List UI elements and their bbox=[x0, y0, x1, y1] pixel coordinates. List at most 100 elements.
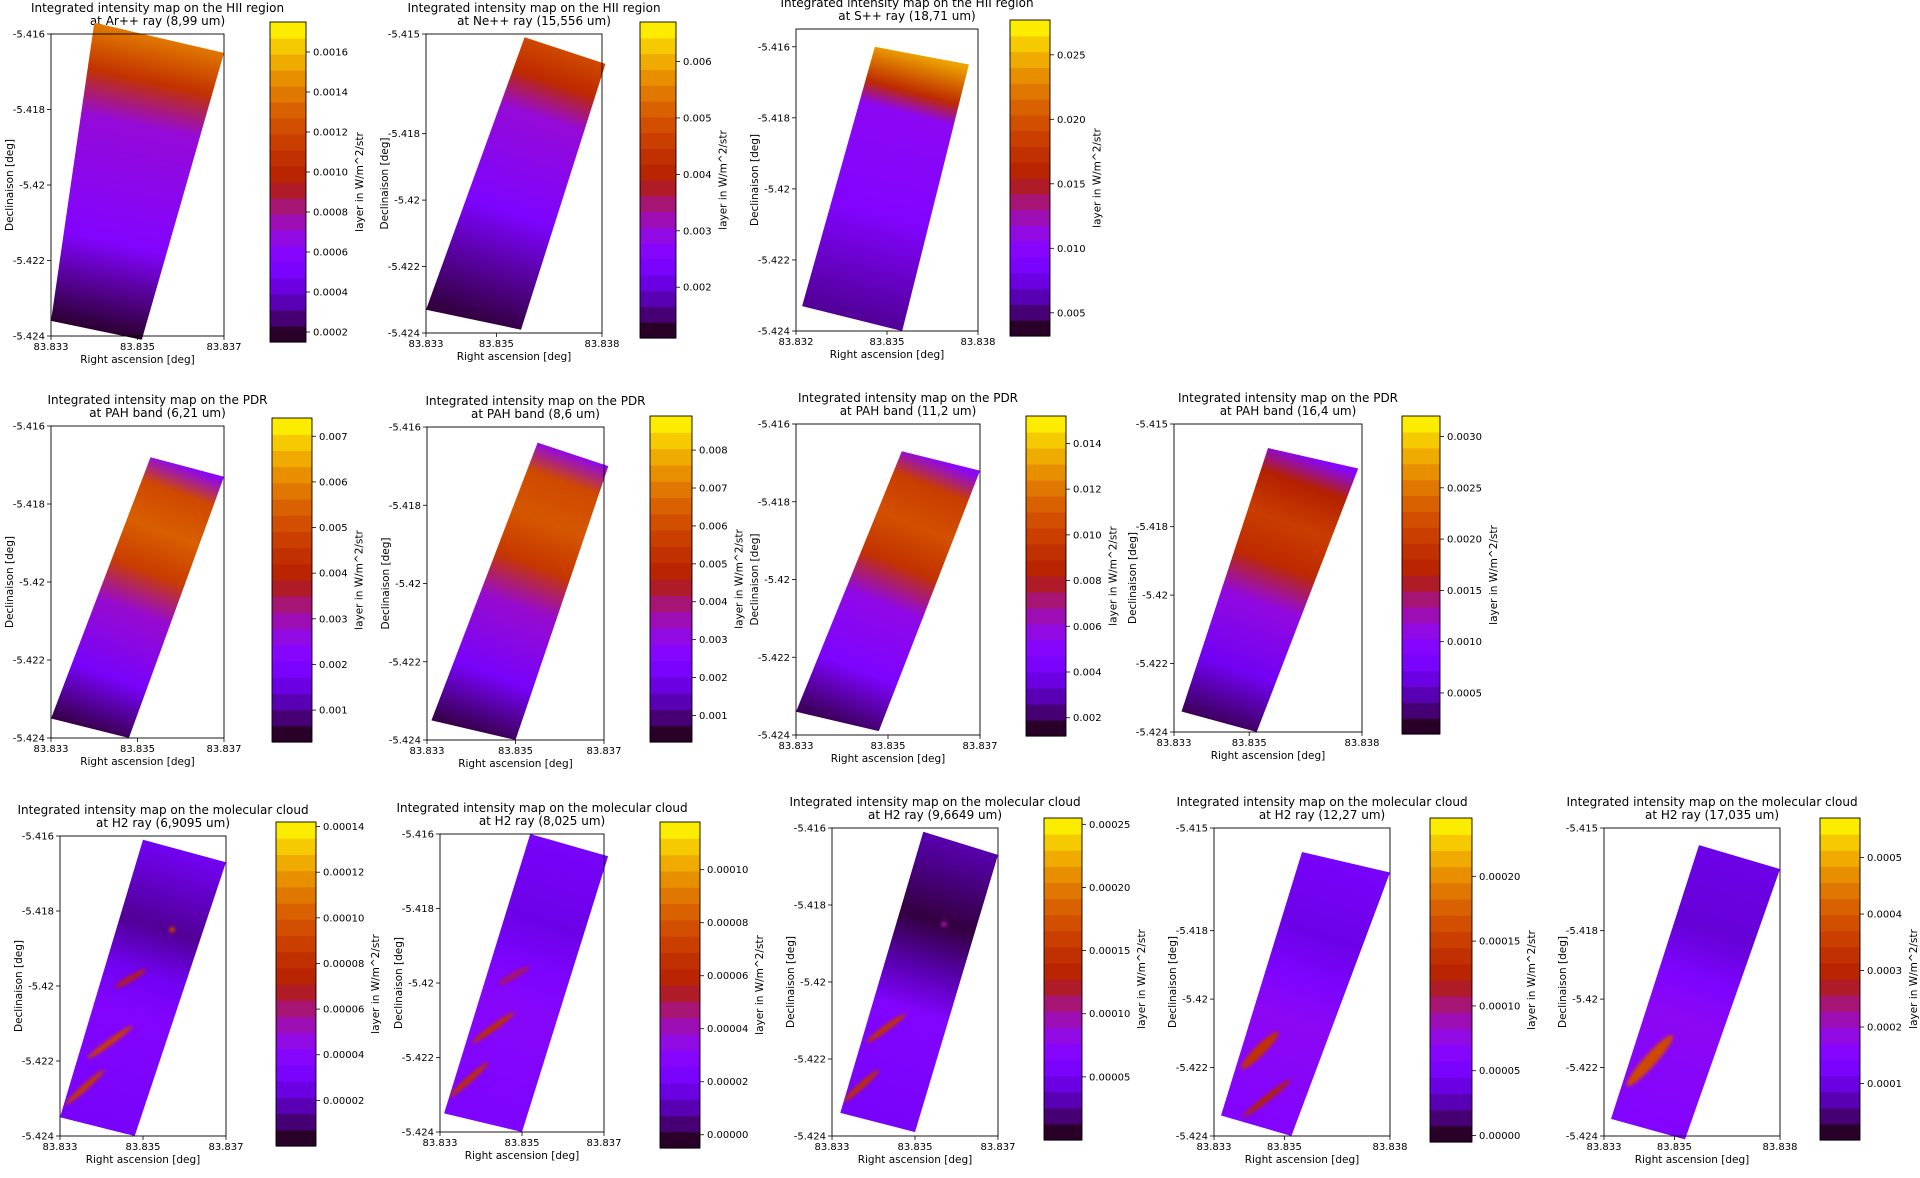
colorbar-segment bbox=[640, 290, 676, 307]
colorbar-segment bbox=[1402, 527, 1440, 544]
colorbar-segment bbox=[640, 37, 676, 55]
colorbar-segment bbox=[1402, 670, 1440, 687]
x-tick-label: 83.833 bbox=[43, 1142, 78, 1153]
colorbar-segment bbox=[276, 1048, 316, 1066]
colorbar-segment bbox=[1010, 99, 1050, 116]
chart-title-line2: at H2 ray (17,035 um) bbox=[1645, 808, 1779, 822]
colorbar-segment bbox=[272, 693, 312, 711]
colorbar-segment bbox=[1026, 496, 1066, 513]
intensity-map bbox=[51, 457, 224, 738]
chart-title-line1: Integrated intensity map on the molecula… bbox=[1176, 795, 1467, 809]
x-tick-label: 83.838 bbox=[585, 339, 620, 350]
y-tick-label: -5.424 bbox=[1566, 1132, 1598, 1143]
colorbar-segment bbox=[650, 627, 692, 645]
y-tick-label: -5.422 bbox=[758, 653, 790, 664]
colorbar-tick-label: 0.005 bbox=[1057, 308, 1086, 319]
colorbar-segment bbox=[660, 1017, 700, 1035]
intensity-map bbox=[1181, 448, 1359, 732]
y-tick-label: -5.42 bbox=[764, 575, 790, 586]
colorbar-tick-label: 0.012 bbox=[1073, 485, 1102, 496]
intensity-map bbox=[1611, 845, 1780, 1140]
colorbar-tick-label: 0.014 bbox=[1073, 439, 1102, 450]
colorbar-tick-label: 0.002 bbox=[1073, 713, 1102, 724]
colorbar-segment bbox=[276, 1129, 316, 1147]
colorbar-frame bbox=[1819, 817, 1861, 1141]
y-tick-label: -5.418 bbox=[1176, 926, 1208, 937]
intensity-map bbox=[444, 834, 609, 1132]
colorbar-segment bbox=[276, 822, 316, 839]
colorbar-segment bbox=[640, 180, 676, 197]
y-tick-label: -5.418 bbox=[758, 497, 790, 508]
chart-title-line1: Integrated intensity map on the molecula… bbox=[17, 803, 308, 817]
colorbar-segment bbox=[650, 562, 692, 580]
colorbar-segment bbox=[640, 306, 676, 323]
colorbar-tick-label: 0.00010 bbox=[1089, 1009, 1130, 1020]
colorbar-segment bbox=[640, 259, 676, 276]
colorbar-segment bbox=[276, 1032, 316, 1050]
colorbar-segment bbox=[276, 1016, 316, 1034]
colorbar-segment bbox=[1402, 702, 1440, 719]
colorbar-segment bbox=[1044, 1043, 1082, 1061]
colorbar-segment bbox=[650, 676, 692, 694]
colorbar-tick-label: 0.005 bbox=[699, 559, 728, 570]
colorbar-segment bbox=[1402, 575, 1440, 592]
colorbar-segment bbox=[1010, 20, 1050, 37]
emission-feature bbox=[449, 1062, 489, 1098]
colorbar-segment bbox=[1010, 35, 1050, 53]
colorbar-tick-label: 0.00000 bbox=[707, 1130, 748, 1141]
y-tick-label: -5.42 bbox=[1142, 591, 1168, 602]
colorbar-segment bbox=[272, 661, 312, 678]
chart-panel-p2-4: Integrated intensity map on the molecula… bbox=[1557, 795, 1920, 1166]
colorbar-segment bbox=[650, 644, 692, 662]
colorbar-segment bbox=[1820, 818, 1860, 835]
y-tick-label: -5.422 bbox=[758, 255, 790, 266]
chart-title-line1: Integrated intensity map on the PDR bbox=[47, 393, 267, 407]
colorbar-segment bbox=[270, 182, 306, 199]
y-axis-label: Declinaison [deg] bbox=[749, 134, 761, 226]
colorbar-segment bbox=[270, 118, 306, 135]
colorbar-frame bbox=[275, 821, 317, 1147]
chart-title-line2: at PAH band (11,2 um) bbox=[840, 404, 977, 418]
x-tick-label: 83.833 bbox=[34, 342, 69, 353]
y-tick-label: -5.424 bbox=[22, 1132, 54, 1143]
colorbar-segment bbox=[276, 1065, 316, 1082]
colorbar-tick-label: 0.00015 bbox=[1089, 946, 1130, 957]
colorbar-segment bbox=[1044, 898, 1082, 916]
colorbar-segment bbox=[272, 450, 312, 468]
colorbar-tick-label: 0.00005 bbox=[1479, 1066, 1520, 1077]
colorbar-segment bbox=[270, 86, 306, 103]
colorbar-tick-label: 0.001 bbox=[319, 706, 348, 717]
chart-title-line1: Integrated intensity map on the molecula… bbox=[1566, 795, 1857, 809]
colorbar-tick-label: 0.0015 bbox=[1447, 586, 1482, 597]
colorbar-segment bbox=[1402, 590, 1440, 608]
chart-title-line1: Integrated intensity map on the HII regi… bbox=[407, 1, 660, 15]
colorbar-segment bbox=[1026, 560, 1066, 577]
colorbar-segment bbox=[650, 448, 692, 466]
chart-panel-p2-3: Integrated intensity map on the molecula… bbox=[1167, 795, 1538, 1166]
y-tick-label: -5.416 bbox=[22, 832, 54, 843]
colorbar-tick-label: 0.008 bbox=[1073, 576, 1102, 587]
chart-title-line1: Integrated intensity map on the HII regi… bbox=[780, 0, 1033, 10]
colorbar-segment bbox=[1044, 850, 1082, 867]
colorbar-tick-label: 0.006 bbox=[319, 477, 348, 488]
colorbar-tick-label: 0.020 bbox=[1057, 115, 1086, 126]
x-axis-label: Right ascension [deg] bbox=[1245, 1154, 1360, 1166]
colorbar-segment bbox=[276, 886, 316, 904]
colorbar-label: layer in W/m^2/str bbox=[718, 129, 730, 229]
colorbar-tick-label: 0.0020 bbox=[1447, 535, 1482, 546]
colorbar-label: layer in W/m^2/str bbox=[370, 933, 382, 1033]
colorbar-segment bbox=[1044, 834, 1082, 851]
colorbar-tick-label: 0.007 bbox=[699, 484, 728, 495]
colorbar-segment bbox=[660, 1082, 700, 1100]
colorbar-segment bbox=[270, 102, 306, 119]
colorbar-segment bbox=[660, 870, 700, 888]
emission-feature bbox=[843, 1069, 879, 1103]
colorbar-segment bbox=[1820, 1043, 1860, 1061]
colorbar-tick-label: 0.0005 bbox=[1867, 853, 1902, 864]
colorbar: 0.0002 0.0004 0.0006 0.0008 0.0010 0.0012 0.00… bbox=[269, 21, 366, 343]
colorbar-segment bbox=[1044, 1123, 1082, 1141]
x-axis-label: Right ascension [deg] bbox=[1635, 1154, 1750, 1166]
y-tick-label: -5.422 bbox=[1136, 659, 1168, 670]
colorbar-tick-label: 0.0010 bbox=[313, 168, 348, 179]
